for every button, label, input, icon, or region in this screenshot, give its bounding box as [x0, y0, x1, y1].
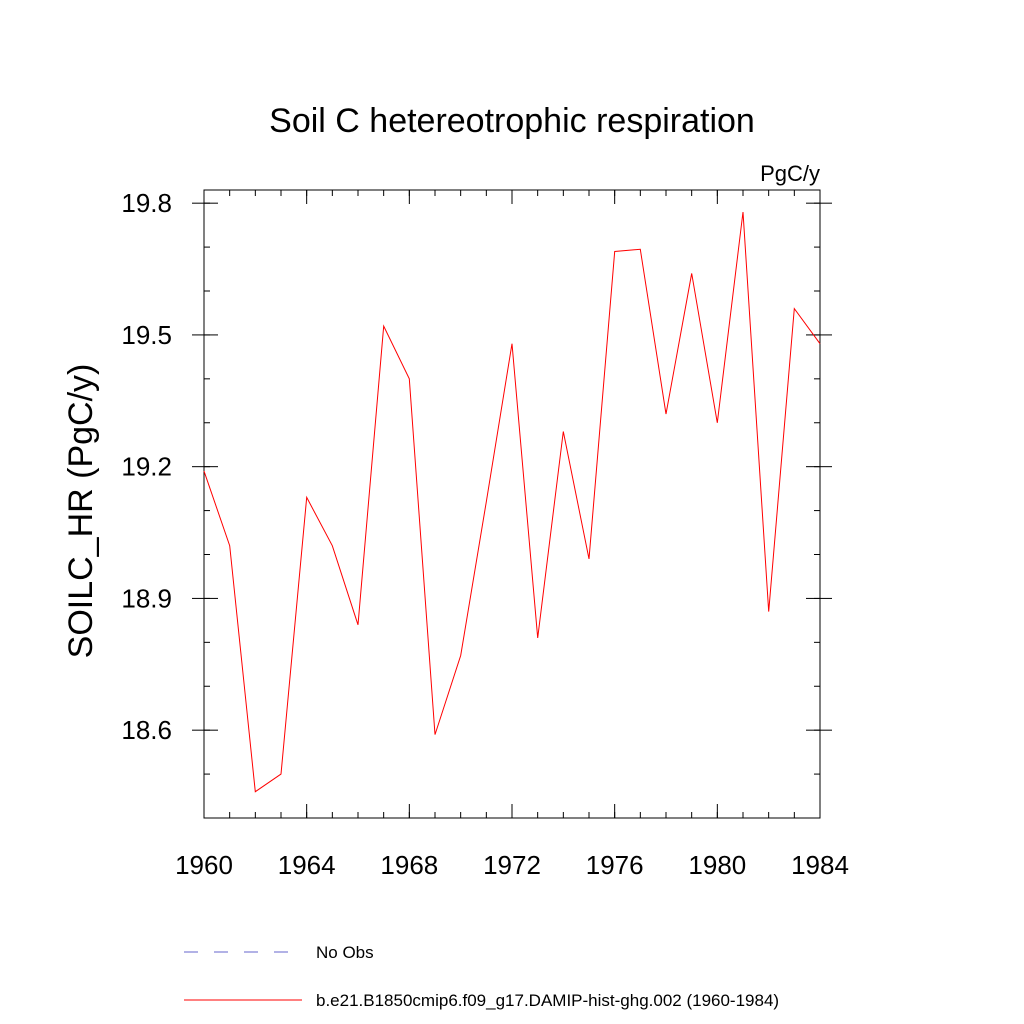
x-tick-label: 1984	[791, 850, 849, 880]
x-tick-label: 1972	[483, 850, 541, 880]
units-label: PgC/y	[760, 161, 820, 186]
y-tick-label: 18.9	[121, 583, 172, 613]
x-tick-label: 1980	[688, 850, 746, 880]
x-tick-label: 1964	[278, 850, 336, 880]
legend: No Obs b.e21.B1850cmip6.f09_g17.DAMIP-his…	[184, 943, 779, 1010]
series-lines	[203, 211, 821, 793]
series-line	[203, 211, 821, 793]
chart-title: Soil C hetereotrophic respiration	[269, 102, 755, 140]
major-ticks	[192, 190, 832, 818]
plot-border	[203, 189, 821, 819]
legend-label: No Obs	[316, 943, 374, 962]
x-tick-label: 1968	[380, 850, 438, 880]
legend-label: b.e21.B1850cmip6.f09_g17.DAMIP-hist-ghg.…	[316, 991, 779, 1010]
y-tick-label: 19.2	[121, 452, 172, 482]
minor-ticks	[203, 190, 821, 819]
y-axis-label: SOILC_HR (PgC/y)	[62, 364, 100, 659]
x-tick-label: 1976	[586, 850, 644, 880]
y-tick-label: 19.8	[121, 188, 172, 218]
x-tick-labels: 1960 1964 1968 1972 1976 1980 1984	[175, 850, 849, 880]
x-tick-label: 1960	[175, 850, 233, 880]
y-tick-label: 19.5	[121, 320, 172, 350]
y-tick-labels: 18.6 18.9 19.2 19.5 19.8	[121, 188, 172, 745]
plot-frame	[203, 189, 821, 819]
y-tick-label: 18.6	[121, 715, 172, 745]
